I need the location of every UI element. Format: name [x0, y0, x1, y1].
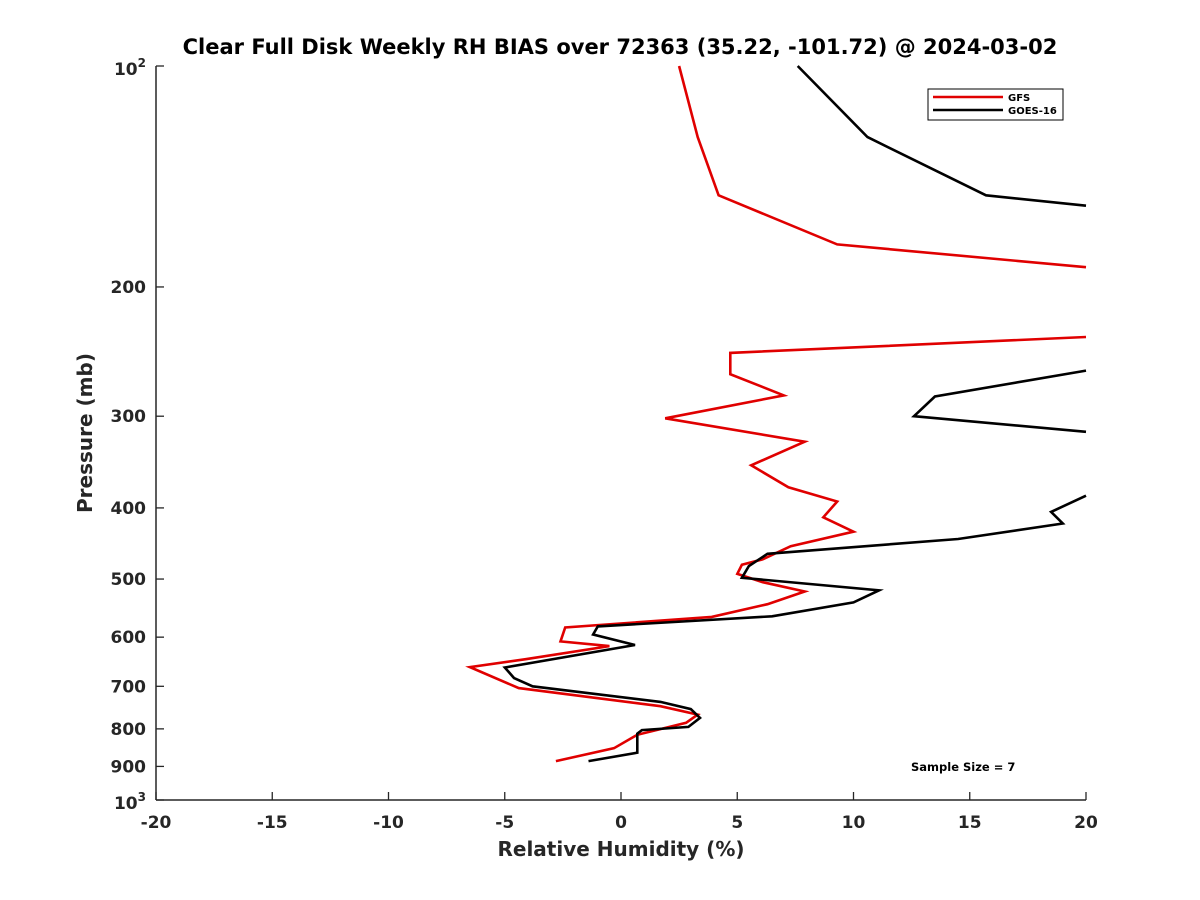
series-gfs-line-1: [465, 335, 1087, 763]
series-goes16-line-0: [796, 65, 1087, 207]
x-tick-label: -10: [373, 813, 404, 833]
series-layer: [465, 65, 1087, 763]
y-axis-label: Pressure (mb): [73, 353, 97, 513]
y-bottom-tick-label: 103: [114, 790, 146, 814]
x-tick-label: 10: [842, 813, 866, 833]
y-tick-label: 900: [111, 757, 147, 777]
x-tick-label: -5: [495, 813, 514, 833]
y-tick-label: 200: [111, 278, 147, 298]
legend-label-goes16: GOES-16: [1008, 106, 1057, 117]
x-tick-label: -20: [141, 813, 172, 833]
series-goes16-line-1: [911, 369, 1087, 434]
y-tick-label: 400: [111, 499, 147, 519]
x-axis-label: Relative Humidity (%): [497, 837, 744, 861]
series-goes16-line-2: [502, 494, 1087, 763]
y-tick-label: 700: [111, 677, 147, 697]
series-gfs-line-0: [677, 65, 1087, 269]
sample-size-annotation: Sample Size = 7: [911, 760, 1015, 774]
x-tick-label: 20: [1074, 813, 1098, 833]
x-tick-label: -15: [257, 813, 288, 833]
legend-label-gfs: GFS: [1008, 93, 1030, 104]
y-tick-label: 800: [111, 720, 147, 740]
legend-box: [927, 88, 1064, 121]
x-tick-label: 15: [958, 813, 982, 833]
y-tick-label: 300: [111, 407, 147, 427]
y-tick-label: 600: [111, 628, 147, 648]
y-top-tick-label: 102: [114, 56, 146, 80]
x-tick-label: 5: [731, 813, 743, 833]
x-tick-label: 0: [615, 813, 627, 833]
x-ticks: -20 -15 -10 -5 0 5 10 15 20: [141, 792, 1098, 833]
y-ticks: 200 300 400 500 600 700 800 900 102 103: [111, 56, 164, 814]
y-tick-label: 500: [111, 570, 147, 590]
chart-title: Clear Full Disk Weekly RH BIAS over 7236…: [183, 35, 1058, 59]
legend: GFS GOES-16: [927, 88, 1064, 121]
